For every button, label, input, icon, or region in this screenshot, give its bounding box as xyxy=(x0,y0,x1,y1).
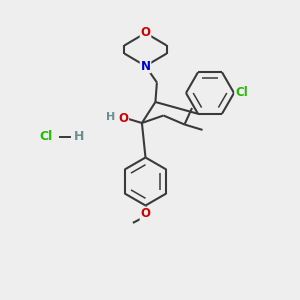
Text: Cl: Cl xyxy=(40,130,53,143)
Text: O: O xyxy=(140,207,151,220)
Text: H: H xyxy=(106,112,116,122)
Text: O: O xyxy=(118,112,128,125)
Text: Cl: Cl xyxy=(235,86,248,99)
Text: H: H xyxy=(74,130,85,143)
Text: N: N xyxy=(140,59,151,73)
Text: O: O xyxy=(140,26,151,40)
